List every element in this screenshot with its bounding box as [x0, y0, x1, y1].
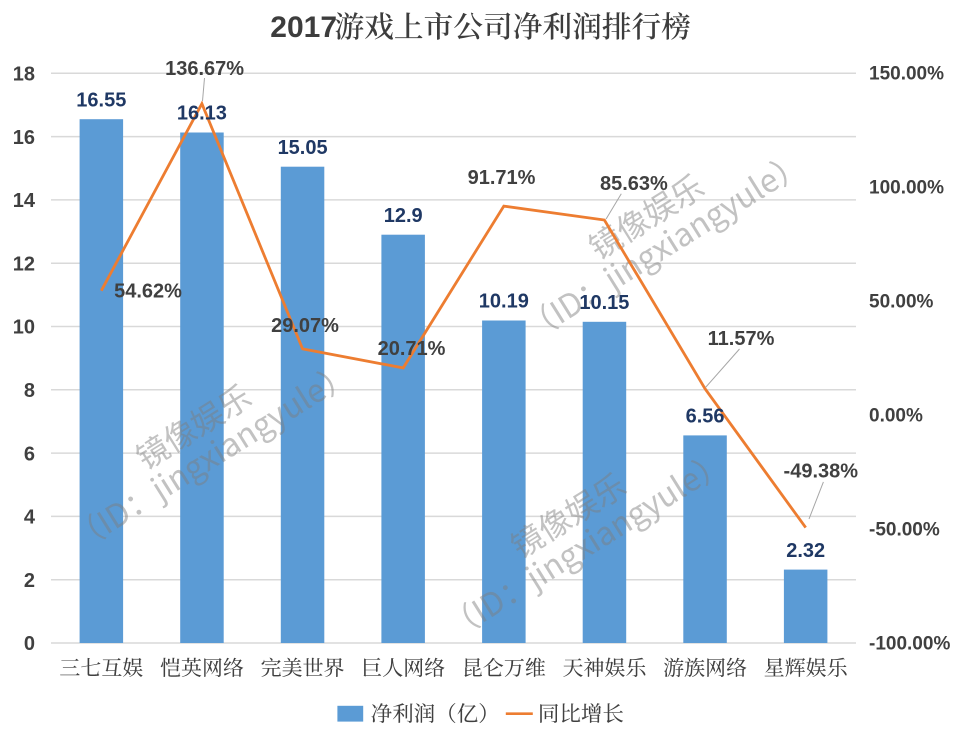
svg-text:16.13: 16.13 — [177, 103, 227, 125]
svg-text:0: 0 — [24, 633, 35, 655]
svg-text:11.57%: 11.57% — [708, 328, 775, 350]
svg-text:12.9: 12.9 — [384, 205, 423, 227]
svg-text:6.56: 6.56 — [686, 406, 725, 428]
svg-text:4: 4 — [24, 507, 36, 529]
svg-text:54.62%: 54.62% — [114, 281, 182, 303]
svg-text:10.19: 10.19 — [479, 291, 529, 313]
svg-text:-100.00%: -100.00% — [869, 633, 950, 654]
svg-text:2: 2 — [24, 570, 35, 592]
svg-text:10: 10 — [13, 317, 35, 339]
svg-text:14: 14 — [13, 190, 36, 212]
svg-text:10.15: 10.15 — [579, 292, 629, 314]
svg-text:15.05: 15.05 — [278, 137, 328, 159]
svg-text:6: 6 — [24, 443, 35, 465]
svg-text:150.00%: 150.00% — [869, 64, 944, 85]
svg-text:2.32: 2.32 — [786, 540, 825, 562]
svg-text:100.00%: 100.00% — [869, 178, 944, 199]
svg-text:16.55: 16.55 — [76, 89, 126, 111]
svg-text:18: 18 — [13, 64, 35, 86]
svg-text:12: 12 — [13, 253, 35, 275]
svg-text:2017: 2017 — [270, 11, 337, 44]
svg-text:16: 16 — [13, 127, 35, 149]
svg-text:85.63%: 85.63% — [600, 173, 668, 195]
svg-text:0.00%: 0.00% — [869, 405, 923, 426]
svg-text:50.00%: 50.00% — [869, 292, 934, 313]
svg-text:20.71%: 20.71% — [378, 338, 446, 360]
svg-text:-50.00%: -50.00% — [869, 519, 940, 540]
svg-text:91.71%: 91.71% — [468, 167, 536, 189]
svg-text:8: 8 — [24, 380, 35, 402]
svg-text:136.67%: 136.67% — [165, 58, 244, 80]
svg-text:29.07%: 29.07% — [271, 315, 339, 337]
svg-text:-49.38%: -49.38% — [784, 461, 859, 483]
